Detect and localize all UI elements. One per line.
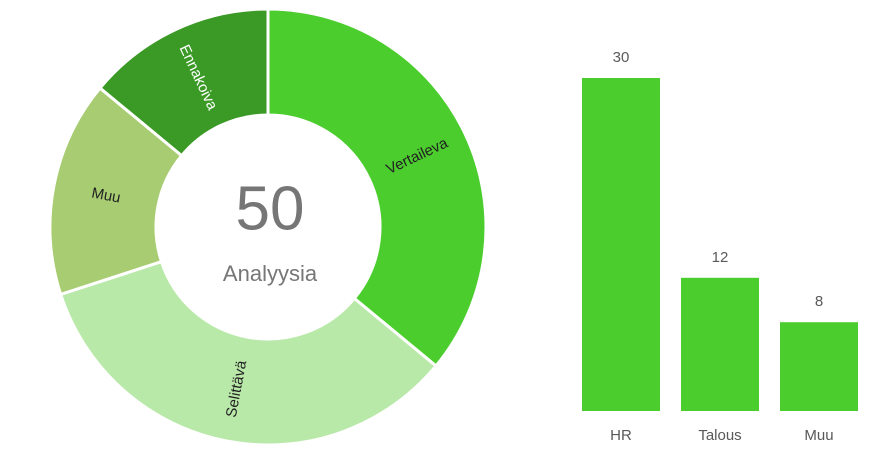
donut-slice bbox=[58, 259, 439, 447]
donut-slice bbox=[97, 7, 270, 158]
value-label: 12 bbox=[712, 249, 729, 266]
value-label: 30 bbox=[613, 49, 630, 66]
x-tick-label: Muu bbox=[804, 427, 833, 444]
x-tick-label: HR bbox=[610, 427, 632, 444]
slice-label: Muu bbox=[90, 184, 122, 206]
x-tick-label: Talous bbox=[698, 427, 741, 444]
bar bbox=[780, 322, 858, 411]
donut-slice bbox=[48, 85, 184, 297]
value-label: 8 bbox=[815, 293, 823, 310]
bar bbox=[681, 277, 759, 411]
center-label: Analyysia bbox=[223, 261, 318, 286]
bar bbox=[582, 78, 660, 411]
donut-slice bbox=[266, 7, 488, 369]
center-value: 50 bbox=[236, 174, 305, 243]
